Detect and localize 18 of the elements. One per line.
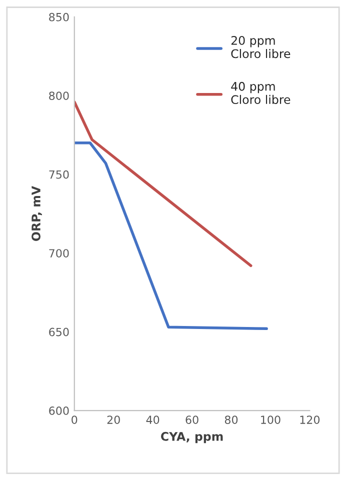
x-tick-label: 100	[261, 416, 280, 424]
line-series	[74, 141, 268, 330]
x-axis-title: CYA, ppm	[161, 432, 223, 444]
x-tick-label: 0	[72, 416, 78, 424]
y-tick-label: 700	[49, 249, 69, 258]
y-tick-label: 850	[49, 12, 69, 22]
y-tick-label: 800	[49, 92, 69, 100]
x-tick-label: 80	[224, 416, 238, 424]
x-tick-label: 60	[186, 416, 198, 424]
y-tick-label: 750	[49, 170, 69, 179]
legend-label: 40 ppm Cloro libre	[231, 82, 290, 104]
x-tick-label: 120	[300, 416, 320, 424]
y-tick-label: 600	[49, 406, 69, 415]
x-tick-label: 40	[146, 416, 160, 424]
y-tick-label: 650	[49, 328, 69, 336]
legend-label: 20 ppm Cloro libre	[231, 36, 290, 58]
y-axis-title: ORP, mV	[32, 186, 42, 241]
x-tick-label: 20	[107, 416, 120, 424]
